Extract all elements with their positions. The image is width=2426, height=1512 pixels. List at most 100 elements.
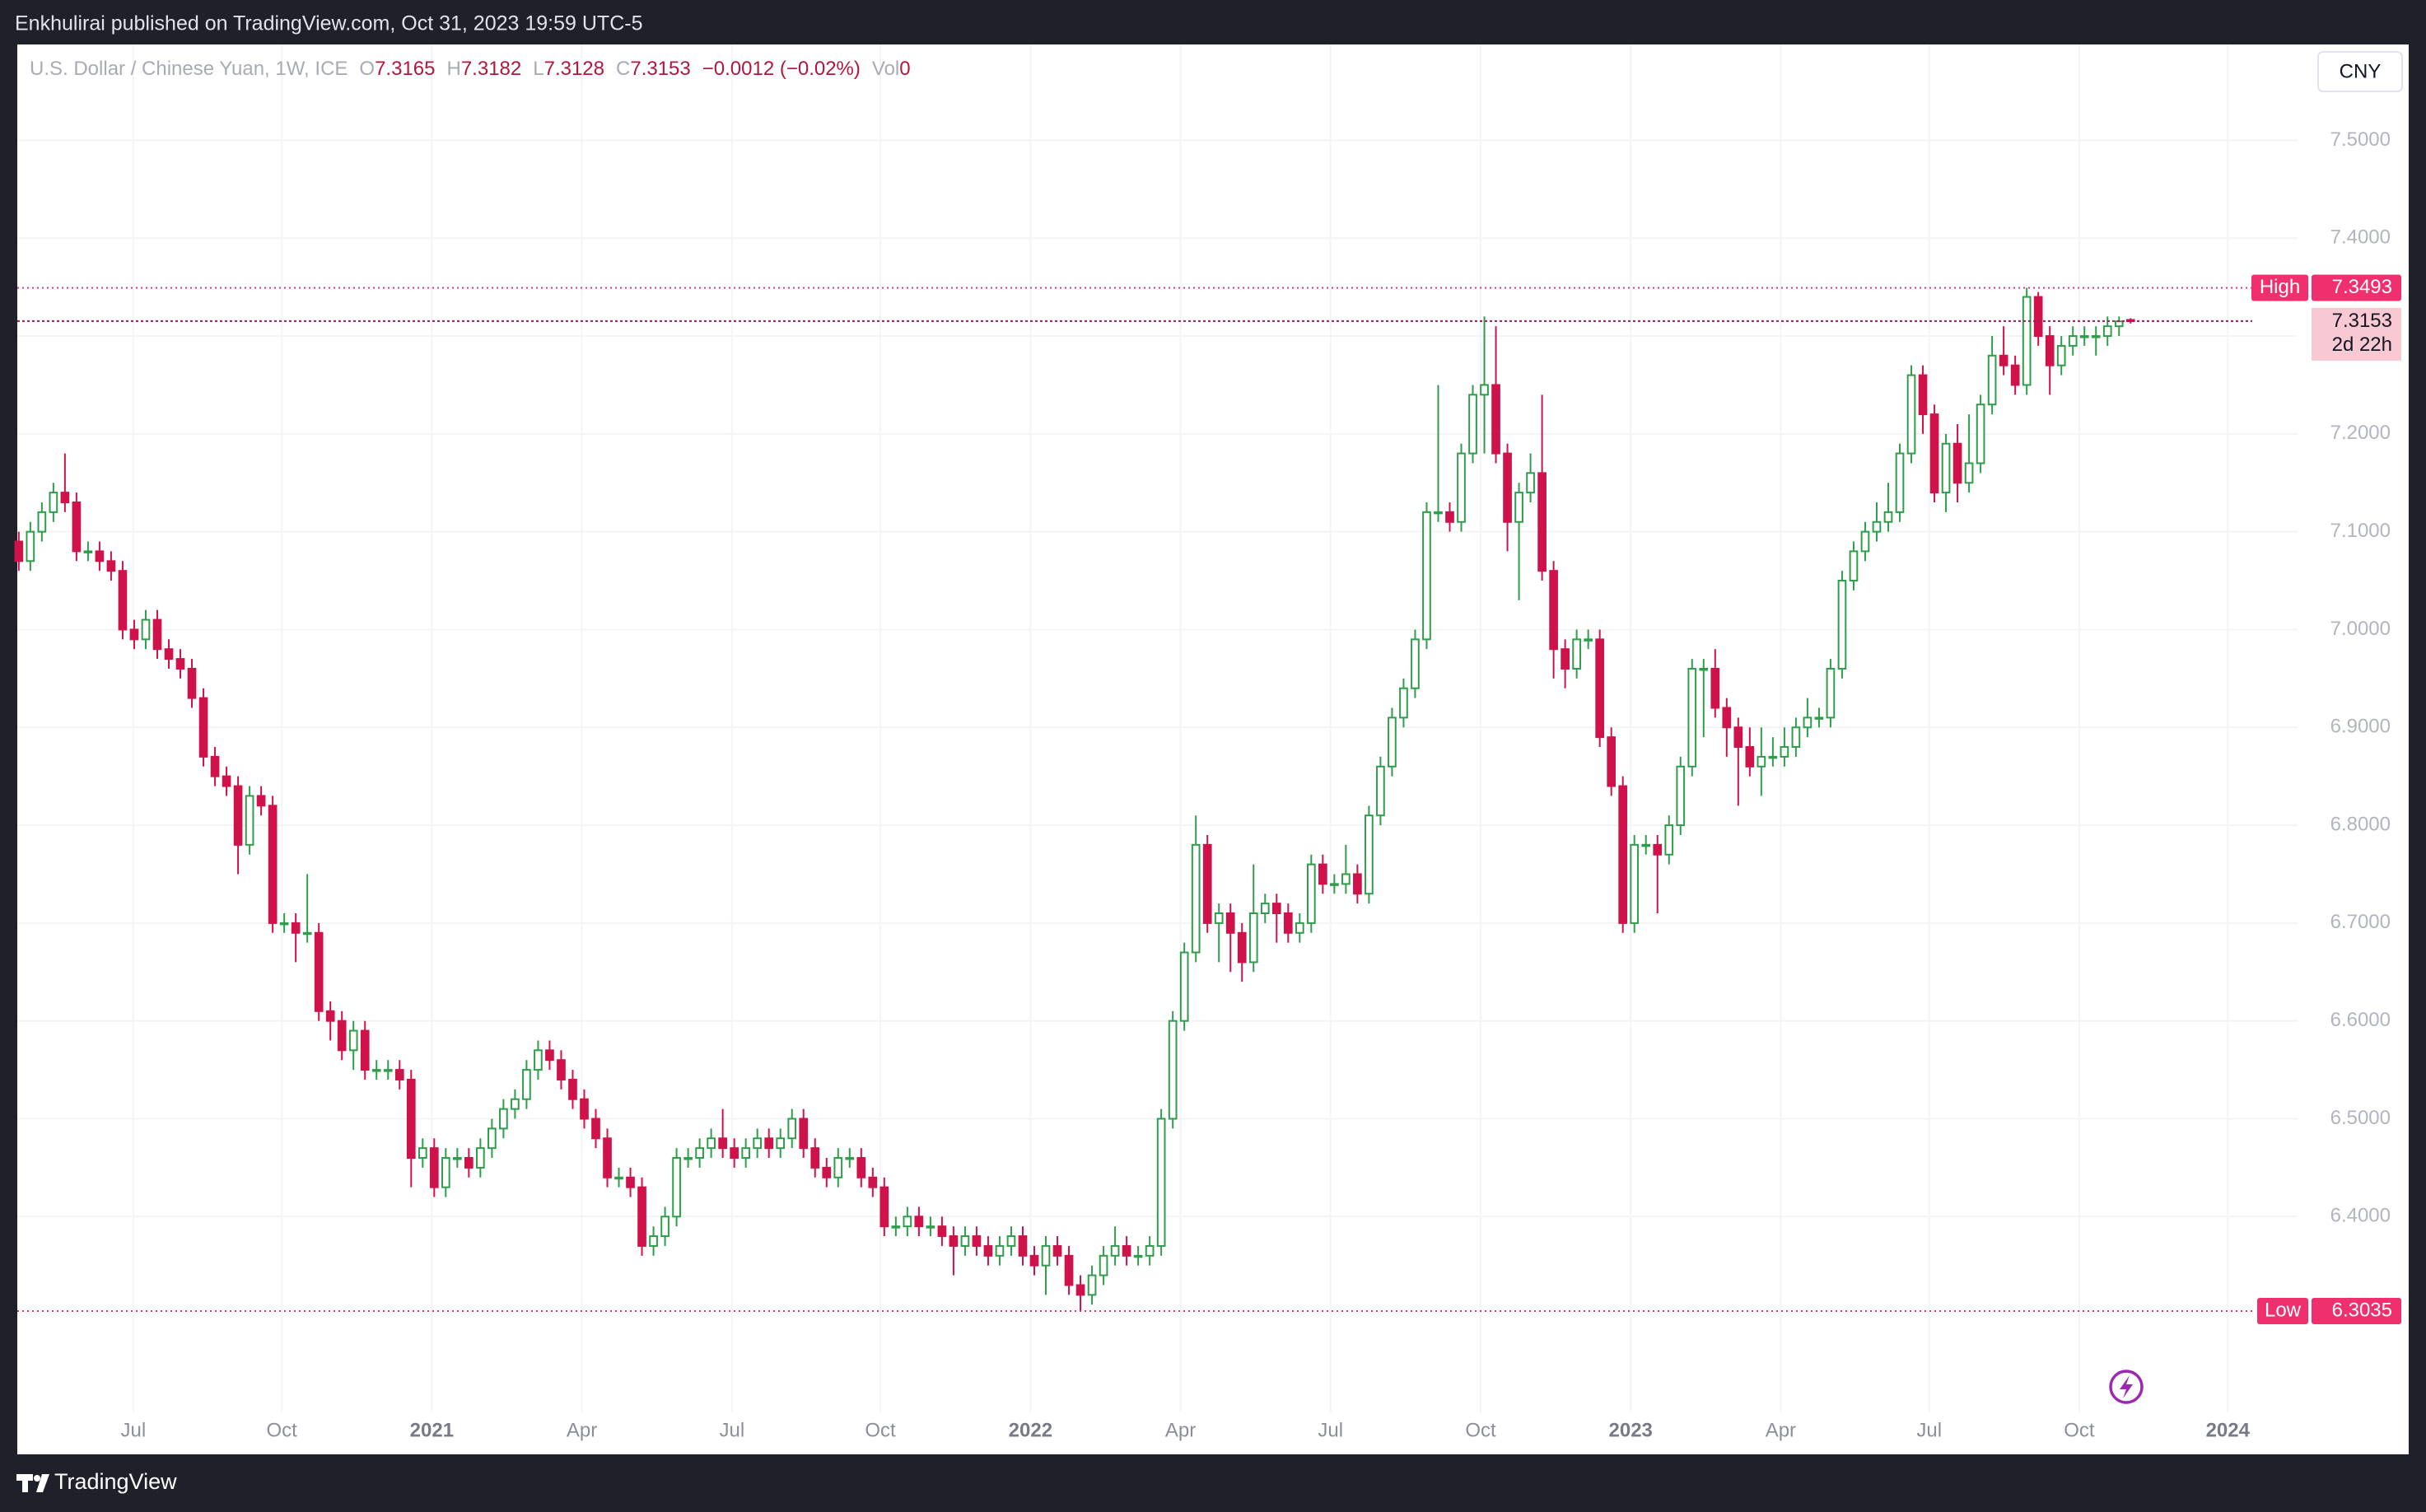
candle-body	[660, 1216, 669, 1238]
candle-body	[1653, 843, 1663, 856]
y-tick-label: 7.5000	[2330, 128, 2391, 151]
candle-body	[614, 1176, 623, 1180]
candle-body	[1064, 1254, 1074, 1286]
candle-body	[1156, 1118, 1166, 1247]
currency-label[interactable]: CNY	[2340, 60, 2382, 82]
currency-button[interactable]	[2317, 51, 2403, 92]
badge-label-bg	[2251, 274, 2308, 301]
legend-volume: 0	[899, 58, 910, 80]
last-price: 7.3153	[2332, 310, 2392, 332]
candle-body	[106, 560, 116, 572]
candle-body	[383, 1069, 393, 1072]
candle-body	[2056, 344, 2066, 366]
candle-body	[1191, 843, 1201, 954]
candle-body	[776, 1137, 786, 1150]
candle-body	[1826, 667, 1836, 719]
x-tick-label: 2021	[410, 1419, 454, 1441]
y-tick-label: 7.1000	[2330, 520, 2391, 542]
candle-body	[1987, 354, 1997, 406]
candle-body	[1029, 1254, 1039, 1267]
x-tick-label: 2024	[2206, 1419, 2251, 1441]
candle-body	[175, 658, 185, 670]
candle-body	[129, 628, 139, 641]
candle-body	[1964, 462, 1974, 484]
candle-body	[741, 1147, 751, 1160]
x-tick-label: Oct	[267, 1419, 298, 1441]
candle-body	[1595, 638, 1605, 739]
candle-body	[764, 1137, 774, 1150]
candle-body	[1388, 716, 1397, 768]
legend-change: −0.0012 (−0.02%)	[702, 58, 861, 80]
candle-body	[60, 492, 70, 504]
candle-body	[476, 1147, 485, 1169]
candle-body	[441, 1157, 450, 1188]
last-price-bg	[2312, 307, 2401, 361]
candle-body	[1330, 883, 1339, 886]
candle-body	[891, 1225, 901, 1229]
candle-body	[1837, 580, 1847, 670]
candle-body	[1757, 755, 1766, 768]
candle-body	[1814, 716, 1824, 720]
candle-body	[268, 805, 278, 924]
candle-body	[983, 1244, 993, 1257]
lightning-button[interactable]	[2109, 1370, 2144, 1404]
candle-body	[152, 618, 162, 651]
candle-body	[972, 1235, 982, 1247]
candle-body	[868, 1176, 878, 1188]
candle-body	[245, 795, 254, 846]
candle-body	[2045, 335, 2055, 366]
candle-body	[1365, 814, 1374, 895]
candle-body	[649, 1235, 658, 1247]
candle-body	[348, 1029, 358, 1052]
candle-body	[314, 931, 324, 1012]
candle-body	[279, 922, 289, 926]
candle-body	[1918, 374, 1928, 416]
candle-body	[1122, 1244, 1131, 1257]
candle-body	[580, 1098, 589, 1120]
candle-body	[499, 1108, 508, 1130]
candle-body	[730, 1147, 739, 1160]
x-tick-label: 2023	[1609, 1419, 1653, 1441]
candle-body	[545, 1049, 554, 1062]
candle-body	[914, 1216, 924, 1228]
candle-body	[695, 1147, 704, 1160]
candle-body	[1271, 903, 1281, 915]
candle-body	[83, 550, 93, 553]
candle-body	[1110, 1244, 1120, 1257]
candle-body	[1099, 1254, 1108, 1276]
candle-body	[995, 1244, 1005, 1257]
candle-body	[1745, 746, 1755, 768]
candle-body	[1376, 765, 1385, 817]
candle-body	[1526, 472, 1535, 494]
candle-body	[1295, 922, 1304, 934]
candle-body	[1895, 452, 1905, 513]
candle-body	[1225, 912, 1235, 934]
candle-body	[1179, 951, 1189, 1022]
candle-body	[1849, 550, 1859, 582]
y-tick-label: 7.0000	[2330, 618, 2391, 640]
candle-body	[1202, 843, 1212, 924]
candle-body	[1791, 726, 1801, 749]
candle-body	[1422, 511, 1431, 641]
candle-body	[14, 540, 24, 562]
candle-body	[534, 1049, 543, 1071]
candle-body	[707, 1137, 716, 1150]
candle-body	[394, 1069, 404, 1080]
candle-body	[1006, 1235, 1016, 1247]
candle-body	[429, 1147, 439, 1188]
x-tick-label: Jul	[1318, 1419, 1343, 1441]
x-tick-label: Oct	[2064, 1419, 2095, 1441]
candle-body	[1906, 374, 1916, 455]
candle-body	[1676, 765, 1686, 827]
candle-body	[1214, 912, 1224, 924]
candle-body	[626, 1176, 635, 1188]
candle-body	[1133, 1254, 1143, 1258]
candle-body	[557, 1059, 566, 1080]
candle-body	[672, 1157, 681, 1218]
candle-body	[337, 1020, 347, 1052]
candle-body	[845, 1157, 855, 1160]
candle-body	[1872, 520, 1882, 533]
candle-body	[753, 1137, 763, 1150]
candle-body	[1248, 912, 1258, 964]
candle-body	[1145, 1244, 1155, 1257]
